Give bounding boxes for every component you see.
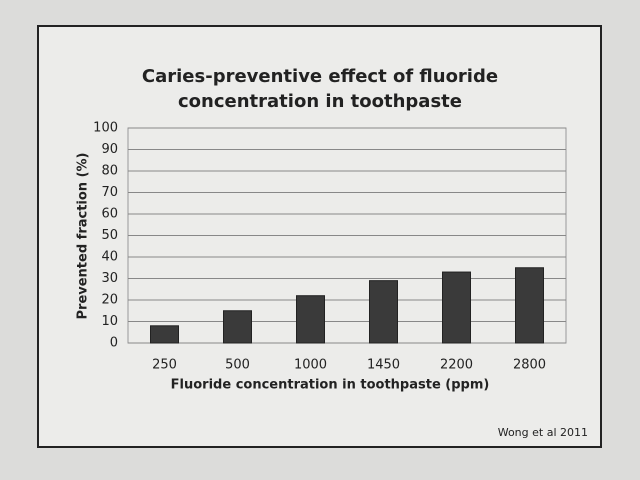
source-note: Wong et al 2011 [498, 426, 588, 439]
x-tick-label: 2800 [513, 358, 546, 373]
bar [223, 310, 252, 344]
y-tick-label: 50 [101, 228, 118, 243]
y-axis-label: Prevented fraction (%) [76, 152, 91, 319]
y-tick-label: 10 [101, 314, 118, 329]
x-tick-label: 1450 [367, 358, 400, 373]
y-tick-label: 80 [101, 164, 118, 179]
bar [515, 267, 544, 344]
chart-title: Caries-preventive effect of fluoride con… [141, 66, 499, 112]
x-axis-label: Fluoride concentration in toothpaste (pp… [171, 378, 490, 393]
x-tick-label: 2200 [440, 358, 473, 373]
y-tick-label: 60 [101, 207, 118, 222]
x-tick-label: 500 [225, 358, 250, 373]
y-tick-label: 30 [101, 271, 118, 286]
y-tick-label: 70 [101, 185, 118, 200]
bar [296, 295, 325, 344]
y-tick-label: 90 [101, 142, 118, 157]
chart-frame [37, 25, 602, 448]
y-tick-label: 40 [101, 250, 118, 265]
y-tick-label: 0 [110, 336, 118, 351]
bar [369, 280, 398, 344]
y-tick-label: 20 [101, 293, 118, 308]
bar [150, 325, 179, 344]
y-tick-label: 100 [93, 121, 118, 136]
bar [442, 271, 471, 344]
x-tick-label: 1000 [294, 358, 327, 373]
x-tick-label: 250 [152, 358, 177, 373]
